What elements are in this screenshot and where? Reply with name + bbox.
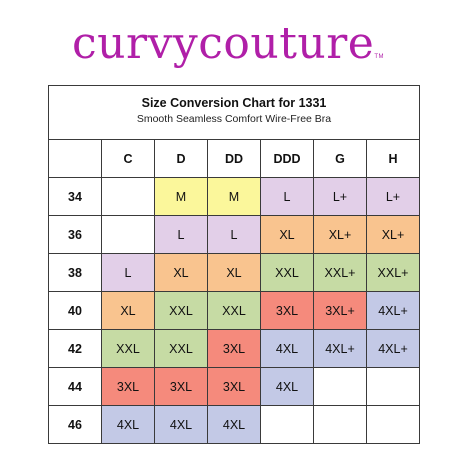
size-cell: XXL bbox=[207, 291, 261, 330]
cup-header-row: C D DD DDD G H bbox=[48, 139, 420, 178]
size-cell: XL bbox=[154, 253, 208, 292]
table-row: 40 XL XXL XXL 3XL 3XL+ 4XL+ bbox=[48, 291, 420, 330]
size-cell: 3XL bbox=[207, 367, 261, 406]
band-size: 42 bbox=[48, 329, 102, 368]
band-size: 46 bbox=[48, 405, 102, 444]
cup-header-h: H bbox=[366, 139, 420, 178]
cup-header-ddd: DDD bbox=[260, 139, 314, 178]
size-cell: XL bbox=[101, 291, 155, 330]
band-size: 40 bbox=[48, 291, 102, 330]
size-cell: L+ bbox=[313, 177, 367, 216]
table-row: 44 3XL 3XL 3XL 4XL bbox=[48, 367, 420, 406]
size-cell bbox=[366, 367, 420, 406]
size-cell: 4XL+ bbox=[366, 291, 420, 330]
size-cell: XXL bbox=[154, 329, 208, 368]
chart-subtitle: Smooth Seamless Comfort Wire-Free Bra bbox=[136, 113, 332, 125]
band-size: 44 bbox=[48, 367, 102, 406]
brand-logo: curvycoutureTM bbox=[0, 14, 456, 87]
size-cell: L bbox=[207, 215, 261, 254]
size-cell: XXL+ bbox=[366, 253, 420, 292]
size-cell: 3XL bbox=[154, 367, 208, 406]
size-cell: 4XL bbox=[260, 367, 314, 406]
size-cell: L bbox=[154, 215, 208, 254]
size-cell: XL bbox=[207, 253, 261, 292]
size-cell: XXL bbox=[154, 291, 208, 330]
size-cell bbox=[101, 215, 155, 254]
size-cell bbox=[260, 405, 314, 444]
size-cell: L bbox=[260, 177, 314, 216]
size-cell bbox=[313, 367, 367, 406]
size-cell: XXL bbox=[101, 329, 155, 368]
size-cell bbox=[313, 405, 367, 444]
cup-header-d: D bbox=[154, 139, 208, 178]
size-cell: XXL bbox=[260, 253, 314, 292]
band-size: 38 bbox=[48, 253, 102, 292]
table-row: 36 L L XL XL+ XL+ bbox=[48, 215, 420, 254]
size-cell: 4XL bbox=[207, 405, 261, 444]
cup-header-c: C bbox=[101, 139, 155, 178]
size-cell: 4XL bbox=[260, 329, 314, 368]
size-cell: XXL+ bbox=[313, 253, 367, 292]
size-cell: M bbox=[207, 177, 261, 216]
size-cell: 3XL bbox=[260, 291, 314, 330]
trademark-mark: TM bbox=[374, 54, 384, 60]
cup-header-dd: DD bbox=[207, 139, 261, 178]
size-cell: 4XL bbox=[101, 405, 155, 444]
size-cell: 3XL bbox=[207, 329, 261, 368]
size-cell bbox=[366, 405, 420, 444]
size-cell: XL+ bbox=[313, 215, 367, 254]
table-row: 46 4XL 4XL 4XL bbox=[48, 405, 420, 444]
size-cell: L+ bbox=[366, 177, 420, 216]
size-cell bbox=[101, 177, 155, 216]
size-cell: XL+ bbox=[366, 215, 420, 254]
chart-title: Size Conversion Chart for 1331 bbox=[141, 96, 327, 110]
corner-cell bbox=[48, 139, 102, 178]
size-cell: 4XL+ bbox=[366, 329, 420, 368]
band-size: 36 bbox=[48, 215, 102, 254]
size-cell: 3XL+ bbox=[313, 291, 367, 330]
size-cell: 4XL bbox=[154, 405, 208, 444]
table-row: 42 XXL XXL 3XL 4XL 4XL+ 4XL+ bbox=[48, 329, 420, 368]
size-conversion-table: C D DD DDD G H 34 M M L L+ L+ 36 L L XL … bbox=[48, 139, 420, 444]
brand-name: curvycouture bbox=[72, 18, 375, 69]
table-row: 38 L XL XL XXL XXL+ XXL+ bbox=[48, 253, 420, 292]
size-cell: XL bbox=[260, 215, 314, 254]
chart-header: Size Conversion Chart for 1331 Smooth Se… bbox=[48, 85, 420, 145]
size-cell: 4XL+ bbox=[313, 329, 367, 368]
size-cell: M bbox=[154, 177, 208, 216]
band-size: 34 bbox=[48, 177, 102, 216]
size-cell: 3XL bbox=[101, 367, 155, 406]
cup-header-g: G bbox=[313, 139, 367, 178]
table-row: 34 M M L L+ L+ bbox=[48, 177, 420, 216]
size-cell: L bbox=[101, 253, 155, 292]
